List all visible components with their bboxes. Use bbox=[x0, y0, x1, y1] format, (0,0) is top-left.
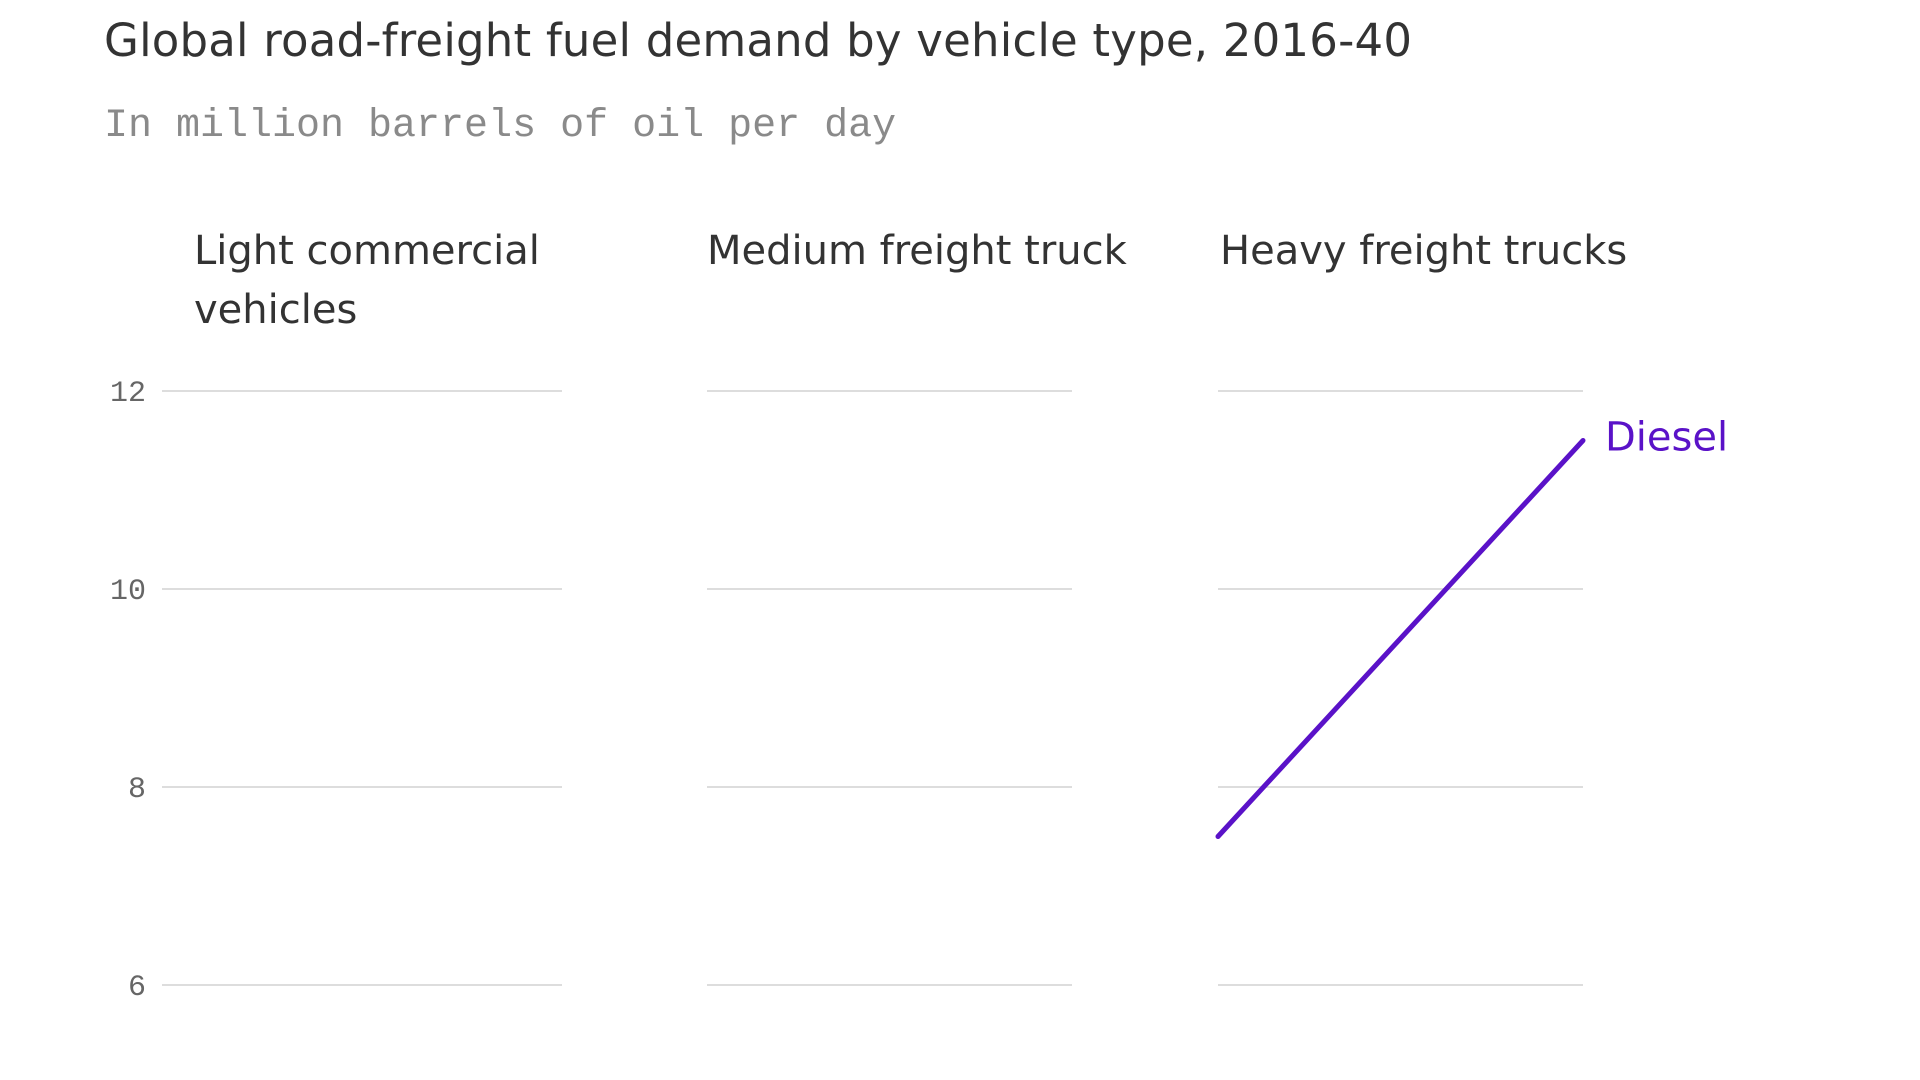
series-label-diesel: Diesel bbox=[1605, 415, 1728, 461]
panel-title-medium-freight: Medium freight truck bbox=[707, 228, 1127, 274]
y-tick-label: 12 bbox=[110, 377, 146, 411]
y-tick-label: 10 bbox=[110, 575, 146, 609]
panel-title-light-commercial: Light commercial vehicles bbox=[194, 228, 540, 333]
y-tick-label: 8 bbox=[128, 773, 146, 807]
y-tick-label: 6 bbox=[128, 971, 146, 1005]
chart-title: Global road-freight fuel demand by vehic… bbox=[104, 14, 1413, 67]
panel-title-heavy-freight: Heavy freight trucks bbox=[1220, 228, 1628, 274]
series-line-diesel bbox=[1215, 438, 1586, 839]
chart-subtitle: In million barrels of oil per day bbox=[104, 104, 897, 149]
